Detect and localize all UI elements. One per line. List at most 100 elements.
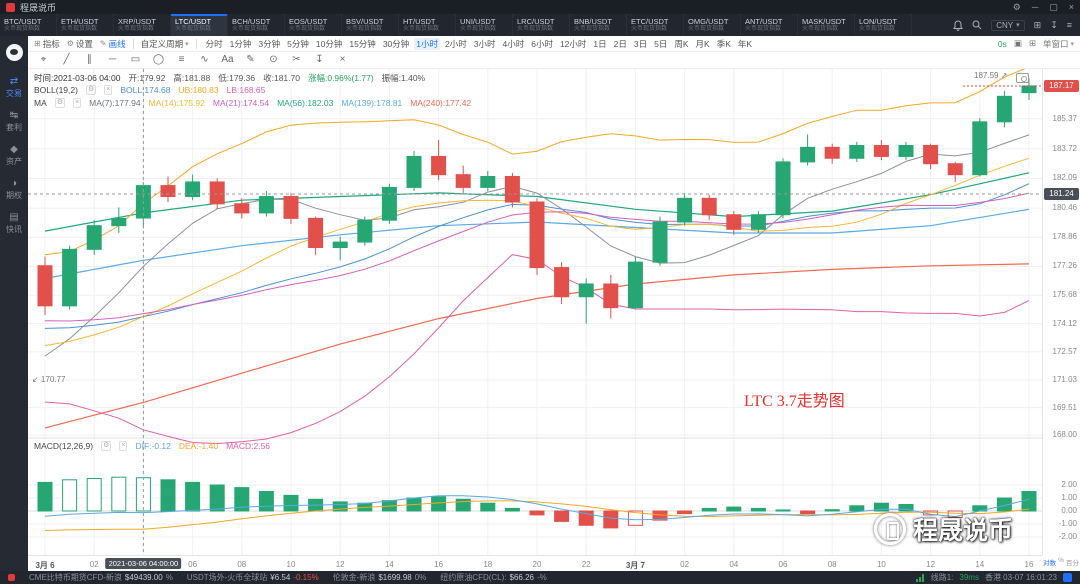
- boll-settings-icon[interactable]: ⚙: [85, 85, 97, 96]
- percent-scale-toggle[interactable]: 百分: [1065, 560, 1079, 567]
- draw-button[interactable]: ✎ 画线: [99, 38, 126, 49]
- macd-value: DEA:-1.40: [178, 441, 219, 452]
- timeframe-6小时[interactable]: 6小时: [531, 38, 553, 49]
- ticker-tab-uni-usdt[interactable]: UNI/USDT 火币现货指数: [456, 14, 513, 36]
- ticker-tab-eth-usdt[interactable]: ETH/USDT 火币现货指数: [57, 14, 114, 36]
- close-button[interactable]: ×: [1068, 1, 1074, 12]
- price-axis[interactable]: 185.37 183.72 182.09 180.46 178.86 177.26 175.…: [1042, 69, 1080, 555]
- point-marker-tool[interactable]: ⊙: [269, 54, 278, 65]
- sidebar-item-套利[interactable]: ↹ 套利: [0, 105, 28, 139]
- maximize-button[interactable]: ▢: [1049, 1, 1058, 12]
- timeframe-1日[interactable]: 1日: [593, 38, 607, 49]
- pencil-tool[interactable]: ✎: [246, 54, 255, 65]
- ticker-symbol: LRC/USDT: [517, 16, 555, 26]
- measure-tool[interactable]: ✂: [292, 54, 301, 65]
- channel-tool[interactable]: ∥: [87, 54, 92, 65]
- window-mode-dropdown[interactable]: 单窗口 ▾: [1042, 38, 1074, 49]
- timeframe-2日[interactable]: 2日: [613, 38, 627, 49]
- timeframe-3小时[interactable]: 3小时: [473, 38, 496, 49]
- macd-close-icon[interactable]: ×: [119, 441, 128, 452]
- fib-retracement-tool[interactable]: ≡: [178, 54, 185, 65]
- boll-close-icon[interactable]: ×: [104, 85, 113, 96]
- ticker-tab-etc-usdt[interactable]: ETC/USDT 火币现货指数: [627, 14, 684, 36]
- timeframe-周K[interactable]: 周K: [674, 38, 689, 49]
- ellipse-tool[interactable]: ◯: [152, 54, 165, 65]
- log-scale-toggle[interactable]: 对数: [1043, 560, 1057, 567]
- time-axis[interactable]: 3月 6 02 06 08 10 12 14 16 18 20 22 3月 7 02 04 06 08 10 12…: [28, 555, 1042, 571]
- timeframe-30分钟[interactable]: 30分钟: [382, 38, 410, 49]
- timeframe-10分钟[interactable]: 10分钟: [315, 38, 343, 49]
- settings-gear-icon[interactable]: ⚙: [1012, 1, 1021, 12]
- timeframe-5分钟[interactable]: 5分钟: [287, 38, 309, 49]
- quote-change: -0.15%: [293, 573, 319, 582]
- timeframe-15分钟[interactable]: 15分钟: [349, 38, 376, 49]
- currency-select[interactable]: CNY ▾: [991, 19, 1025, 31]
- sidebar-item-快讯[interactable]: ▤ 快讯: [0, 207, 28, 241]
- ticker-tab-ht-usdt[interactable]: HT/USDT 火币现货指数: [399, 14, 456, 36]
- ticker-symbol: ANT/USDT: [745, 16, 783, 26]
- sidebar-item-资产[interactable]: ◆ 资产: [0, 139, 28, 173]
- user-avatar[interactable]: [5, 44, 23, 61]
- scale-toggle[interactable]: 对数 % 百分: [1043, 557, 1079, 567]
- ticker-subtitle: 火币现货指数: [460, 25, 497, 32]
- ma-close-icon[interactable]: ×: [73, 98, 82, 109]
- crosshair-time-badge: 2021-03-06 04:00:00: [105, 558, 182, 569]
- timeframe-月K[interactable]: 月K: [695, 38, 710, 49]
- ticker-tab-eos-usdt[interactable]: EOS/USDT 火币现货指数: [285, 14, 342, 36]
- sidebar-item-label: 资产: [6, 157, 22, 166]
- ticker-tab-lrc-usdt[interactable]: LRC/USDT 火币现货指数: [513, 14, 570, 36]
- ticker-tab-bnb-usdt[interactable]: BNB/USDT 火币现货指数: [570, 14, 627, 36]
- ticker-symbol: EOS/USDT: [289, 16, 328, 26]
- menu-icon[interactable]: ≡: [1066, 20, 1072, 30]
- sidebar-item-期权[interactable]: ◑ 期权: [0, 173, 28, 207]
- apps-grid-icon[interactable]: ⊞: [1033, 19, 1042, 30]
- wave-tool[interactable]: ∿: [200, 54, 209, 65]
- timeframe-3分钟[interactable]: 3分钟: [258, 38, 281, 49]
- ticker-tab-mask-usdt[interactable]: MASK/USDT 火币现货指数: [798, 14, 855, 36]
- fullscreen-icon[interactable]: ▣: [1013, 38, 1022, 48]
- network-panel-icon[interactable]: [1063, 573, 1072, 582]
- timeframe-季K[interactable]: 季K: [716, 38, 731, 49]
- chart-settings-button[interactable]: ⚙ 设置: [66, 38, 93, 49]
- timeframe-年K[interactable]: 年K: [737, 38, 753, 49]
- timeframe-1分钟[interactable]: 1分钟: [229, 38, 252, 49]
- macd-settings-icon[interactable]: ⚙: [101, 441, 112, 452]
- ticker-tab-ltc-usdt[interactable]: LTC/USDT 火币现货指数: [171, 14, 228, 36]
- custom-period-dropdown[interactable]: 自定义周期 ▾: [140, 38, 189, 49]
- timeframe-12小时[interactable]: 12小时: [559, 38, 587, 49]
- search-icon[interactable]: [972, 20, 982, 30]
- status-quote: CME比特币期货CFD-新浪 $49439.00%: [29, 572, 173, 583]
- download-icon[interactable]: ↧: [1050, 19, 1058, 30]
- horizontal-line-tool[interactable]: ─: [108, 54, 117, 65]
- timeframe-2小时[interactable]: 2小时: [445, 38, 467, 49]
- pencil-icon: ✎: [99, 39, 107, 48]
- bell-icon[interactable]: [953, 19, 964, 31]
- minimize-button[interactable]: ─: [1031, 1, 1039, 12]
- timeframe-3日[interactable]: 3日: [633, 38, 648, 49]
- rectangle-tool[interactable]: ▭: [130, 54, 141, 65]
- ticker-tab-bsv-usdt[interactable]: BSV/USDT 火币现货指数: [342, 14, 399, 36]
- ticker-tab-btc-usdt[interactable]: BTC/USDT 火币现货指数: [0, 14, 57, 36]
- screenshot-icon[interactable]: [1016, 73, 1029, 83]
- ticker-tab-bch-usdt[interactable]: BCH/USDT 火币现货指数: [228, 14, 285, 36]
- main-chart[interactable]: 时间:2021-03-06 04:00 开:179.92 高:181.88 低:…: [28, 69, 1080, 571]
- timeframe-1小时[interactable]: 1小时: [414, 37, 441, 50]
- candlestick-chart-canvas[interactable]: [28, 69, 1042, 555]
- ticker-tab-ant-usdt[interactable]: ANT/USDT 火币现货指数: [741, 14, 798, 36]
- quote-label: USDT场外-火币全球站: [186, 573, 268, 582]
- text-tool[interactable]: Aa: [221, 54, 234, 65]
- crosshair-tool[interactable]: ⌖: [40, 54, 47, 65]
- clear-drawings-tool[interactable]: ×: [339, 54, 346, 65]
- ticker-tab-omg-usdt[interactable]: OMG/USDT 火币现货指数: [684, 14, 741, 36]
- trend-line-tool[interactable]: ╱: [63, 54, 70, 65]
- layout-grid-icon[interactable]: ⊞: [1028, 38, 1036, 48]
- ma-settings-icon[interactable]: ⚙: [54, 98, 66, 109]
- export-tool[interactable]: ↧: [315, 54, 324, 65]
- timeframe-5日[interactable]: 5日: [654, 38, 668, 49]
- timeframe-分时[interactable]: 分时: [205, 38, 223, 49]
- indicator-button[interactable]: ⊞ 指标: [34, 38, 60, 49]
- ticker-tab-lon-usdt[interactable]: LON/USDT 火币现货指数: [855, 14, 912, 36]
- sidebar-item-交易[interactable]: ⇄ 交易: [0, 71, 28, 105]
- timeframe-4小时[interactable]: 4小时: [502, 38, 525, 49]
- ticker-tab-xrp-usdt[interactable]: XRP/USDT 火币现货指数: [114, 14, 171, 36]
